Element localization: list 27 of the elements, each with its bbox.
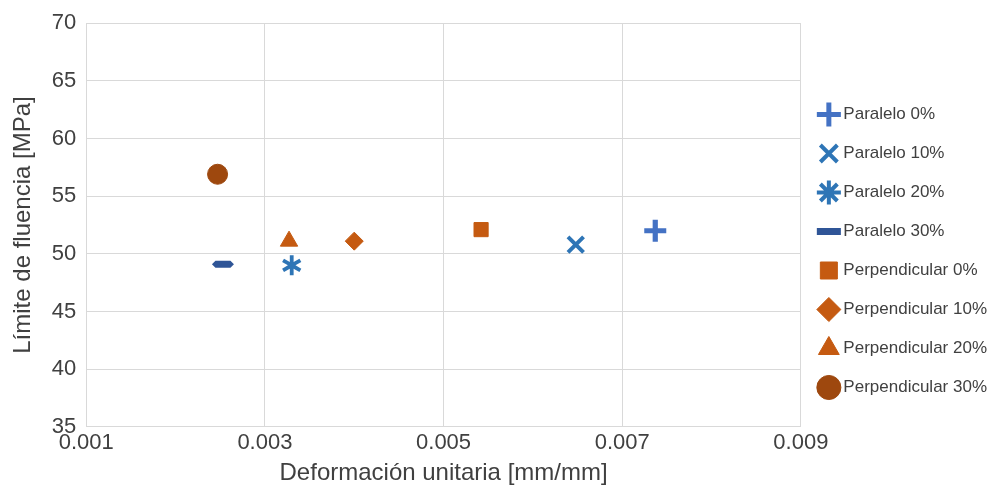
x-tick-label: 0.009 [773,429,829,455]
y-tick-label: 45 [51,297,77,323]
y-tick-label: 50 [51,239,77,265]
legend-label: Perpendicular 0% [843,260,978,280]
y-tick-label: 70 [51,9,77,35]
legend-label: Perpendicular 10% [843,299,988,319]
x-tick-label: 0.003 [237,429,293,455]
y-tick-label: 60 [51,124,77,150]
legend-label: Paralelo 20% [843,182,945,202]
y-axis-title: Límite de fluencia [MPa] [8,96,36,354]
point [565,234,586,255]
legend-label: Paralelo 10% [843,143,945,163]
x-tick-label: 0.007 [594,429,650,455]
legend-label: Perpendicular 20% [843,338,988,358]
legend-label: Paralelo 0% [843,104,936,124]
legend-label: Paralelo 30% [843,221,945,241]
y-tick-label: 55 [51,182,77,208]
point [207,163,229,185]
legend-label: Perpendicular 30% [843,377,988,397]
x-tick-label: 0.005 [416,429,472,455]
y-tick-label: 40 [51,355,77,381]
point [473,222,489,238]
y-tick-label: 65 [51,66,77,92]
point [644,219,667,242]
point [344,231,364,251]
x-axis-title: Deformación unitaria [mm/mm] [279,458,608,486]
point [282,255,302,276]
